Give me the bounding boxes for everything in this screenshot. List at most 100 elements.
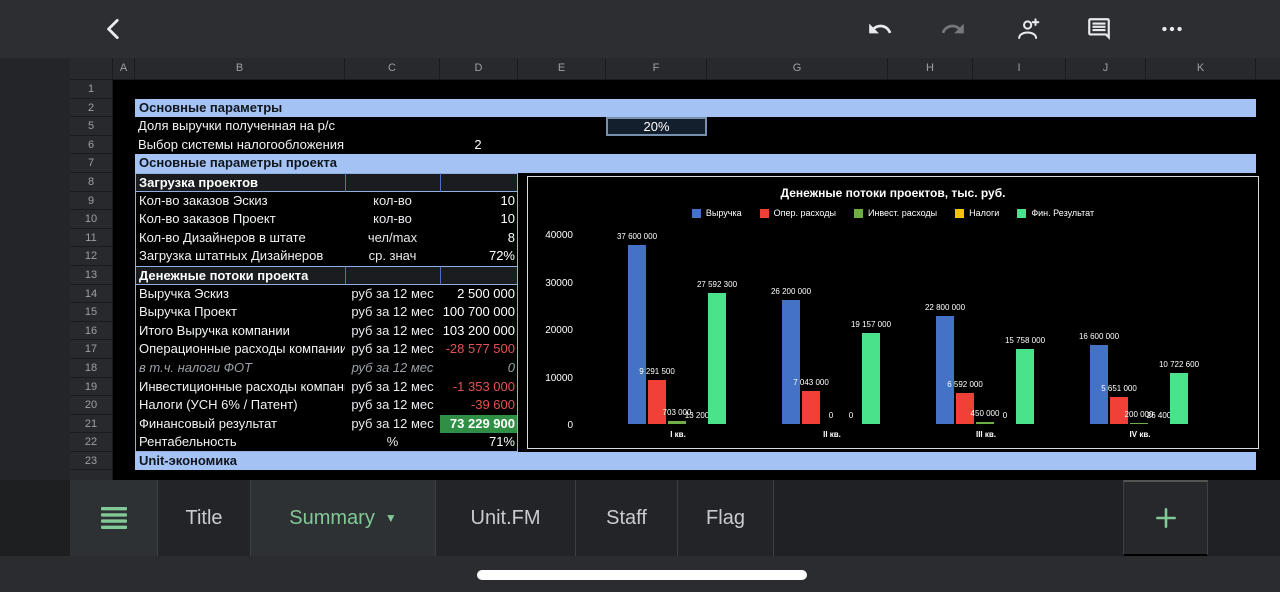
column-header-J[interactable]: J bbox=[1066, 58, 1146, 80]
grid-corner[interactable] bbox=[70, 58, 113, 80]
cell-C8[interactable] bbox=[345, 173, 440, 192]
column-header-F[interactable]: F bbox=[606, 58, 707, 80]
cell-A8[interactable] bbox=[113, 173, 135, 192]
row-23-filler[interactable] bbox=[1256, 452, 1280, 471]
row-header-18[interactable]: 18 bbox=[70, 359, 113, 378]
cell-A7[interactable] bbox=[113, 154, 135, 173]
row-header-16[interactable]: 16 bbox=[70, 322, 113, 341]
cell-A10[interactable] bbox=[113, 210, 135, 229]
cell-A1[interactable] bbox=[113, 80, 135, 99]
cell-D9[interactable]: 10 bbox=[440, 192, 518, 211]
cell-D16[interactable]: 103 200 000 bbox=[440, 322, 518, 341]
row-6-filler[interactable] bbox=[518, 136, 1280, 155]
cell-B18[interactable]: в т.ч. налоги ФОТ bbox=[135, 359, 345, 378]
cell-A20[interactable] bbox=[113, 396, 135, 415]
cell-D5[interactable] bbox=[440, 117, 518, 136]
sheet-tab-summary[interactable]: Summary▼ bbox=[250, 480, 435, 556]
add-person-button[interactable] bbox=[1012, 15, 1040, 43]
row-header-17[interactable]: 17 bbox=[70, 340, 113, 359]
cell-C10[interactable]: кол-во bbox=[345, 210, 440, 229]
cell-A17[interactable] bbox=[113, 340, 135, 359]
cell-D18[interactable]: 0 bbox=[440, 359, 518, 378]
cell-D21[interactable]: 73 229 900 bbox=[440, 415, 518, 434]
cell-C18[interactable]: руб за 12 мес bbox=[345, 359, 440, 378]
cell-D17[interactable]: -28 577 500 bbox=[440, 340, 518, 359]
cell-C19[interactable]: руб за 12 мес bbox=[345, 378, 440, 397]
cell-A18[interactable] bbox=[113, 359, 135, 378]
cell-D10[interactable]: 10 bbox=[440, 210, 518, 229]
band-cell-2[interactable]: Основные параметры bbox=[135, 99, 1256, 118]
cell-C9[interactable]: кол-во bbox=[345, 192, 440, 211]
column-header-E[interactable]: E bbox=[518, 58, 606, 80]
cell-A6[interactable] bbox=[113, 136, 135, 155]
sheet-tab-title[interactable]: Title bbox=[157, 480, 250, 556]
cell-D19[interactable]: -1 353 000 bbox=[440, 378, 518, 397]
row-header-22[interactable]: 22 bbox=[70, 433, 113, 452]
row-header-23[interactable]: 23 bbox=[70, 452, 113, 471]
sheet-tab-unit-fm[interactable]: Unit.FM bbox=[435, 480, 575, 556]
sheet-tab-flag[interactable]: Flag bbox=[677, 480, 773, 556]
row-header-13[interactable]: 13 bbox=[70, 266, 113, 285]
cell-D13[interactable] bbox=[440, 266, 518, 285]
cell-A15[interactable] bbox=[113, 303, 135, 322]
cell-A19[interactable] bbox=[113, 378, 135, 397]
row-header-1[interactable]: 1 bbox=[70, 80, 113, 99]
band-cell-23[interactable]: Unit-экономика bbox=[135, 452, 1256, 471]
row-2-filler[interactable] bbox=[1256, 99, 1280, 118]
row-header-15[interactable]: 15 bbox=[70, 303, 113, 322]
row-1-filler[interactable] bbox=[135, 80, 1280, 99]
add-sheet-button[interactable] bbox=[1123, 480, 1208, 556]
undo-button[interactable] bbox=[866, 15, 894, 43]
cell-B16[interactable]: Итого Выручка компании bbox=[135, 322, 345, 341]
cell-A12[interactable] bbox=[113, 247, 135, 266]
row-header-8[interactable]: 8 bbox=[70, 173, 113, 192]
cell-B9[interactable]: Кол-во заказов Эскиз bbox=[135, 192, 345, 211]
row-header-5[interactable]: 5 bbox=[70, 117, 113, 136]
cell-A23[interactable] bbox=[113, 452, 135, 471]
row-header-7[interactable]: 7 bbox=[70, 154, 113, 173]
column-header-C[interactable]: C bbox=[345, 58, 440, 80]
cell-B8[interactable]: Загрузка проектов bbox=[135, 173, 345, 192]
cell-A5[interactable] bbox=[113, 117, 135, 136]
embedded-chart[interactable]: Денежные потоки проектов, тыс. руб. Выру… bbox=[527, 176, 1259, 449]
cell-C12[interactable]: ср. знач bbox=[345, 247, 440, 266]
cell-C13[interactable] bbox=[345, 266, 440, 285]
cell-B20[interactable]: Налоги (УСН 6% / Патент) bbox=[135, 396, 345, 415]
row-header-9[interactable]: 9 bbox=[70, 192, 113, 211]
cell-C21[interactable]: руб за 12 мес bbox=[345, 415, 440, 434]
row-header-10[interactable]: 10 bbox=[70, 210, 113, 229]
sheet-tab-staff[interactable]: Staff bbox=[575, 480, 677, 556]
home-indicator[interactable] bbox=[477, 570, 807, 580]
cell-D20[interactable]: -39 600 bbox=[440, 396, 518, 415]
cell-D6[interactable]: 2 bbox=[440, 136, 518, 155]
cell-B12[interactable]: Загрузка штатных Дизайнеров bbox=[135, 247, 345, 266]
cell-C11[interactable]: чел/max bbox=[345, 229, 440, 248]
column-header-D[interactable]: D bbox=[440, 58, 518, 80]
cell-D14[interactable]: 2 500 000 bbox=[440, 285, 518, 304]
cell-D8[interactable] bbox=[440, 173, 518, 192]
cell-A2[interactable] bbox=[113, 99, 135, 118]
cell-B10[interactable]: Кол-во заказов Проект bbox=[135, 210, 345, 229]
back-button[interactable] bbox=[100, 15, 128, 43]
row-header-19[interactable]: 19 bbox=[70, 378, 113, 397]
cell-D22[interactable]: 71% bbox=[440, 433, 518, 452]
cell-D15[interactable]: 100 700 000 bbox=[440, 303, 518, 322]
cell-C20[interactable]: руб за 12 мес bbox=[345, 396, 440, 415]
cell-C15[interactable]: руб за 12 мес bbox=[345, 303, 440, 322]
row-header-14[interactable]: 14 bbox=[70, 285, 113, 304]
column-header-B[interactable]: B bbox=[135, 58, 345, 80]
cell-A9[interactable] bbox=[113, 192, 135, 211]
cell-A14[interactable] bbox=[113, 285, 135, 304]
row-header-21[interactable]: 21 bbox=[70, 415, 113, 434]
cell-C22[interactable]: % bbox=[345, 433, 440, 452]
column-header-G[interactable]: G bbox=[707, 58, 888, 80]
cell-A22[interactable] bbox=[113, 433, 135, 452]
cell-B22[interactable]: Рентабельность bbox=[135, 433, 345, 452]
redo-button[interactable] bbox=[939, 15, 967, 43]
band-cell-7[interactable]: Основные параметры проекта bbox=[135, 154, 1256, 173]
comment-button[interactable] bbox=[1085, 15, 1113, 43]
cell-B5[interactable]: Доля выручки полученная на р/с bbox=[135, 117, 345, 136]
cell-B6[interactable]: Выбор системы налогообложения bbox=[135, 136, 345, 155]
cell-C6[interactable] bbox=[345, 136, 440, 155]
cell-A21[interactable] bbox=[113, 415, 135, 434]
